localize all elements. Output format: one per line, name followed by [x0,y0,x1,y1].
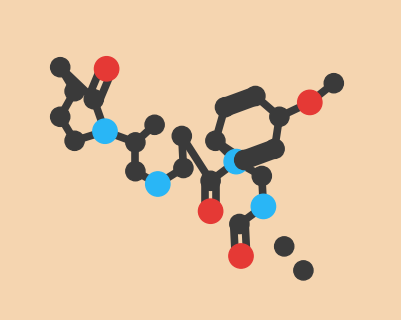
Circle shape [293,261,312,280]
Circle shape [323,74,342,93]
Circle shape [94,57,118,81]
Circle shape [234,150,253,170]
Circle shape [198,199,222,223]
Circle shape [126,162,145,181]
Circle shape [172,126,191,146]
Circle shape [51,58,70,77]
Circle shape [251,166,271,186]
Circle shape [200,171,220,190]
Circle shape [84,90,103,109]
Circle shape [297,90,321,115]
Circle shape [245,86,264,106]
Circle shape [145,115,164,134]
Circle shape [274,237,293,256]
Circle shape [93,119,117,143]
Circle shape [145,172,170,196]
Circle shape [126,133,145,152]
Circle shape [269,107,288,126]
Circle shape [228,244,253,268]
Circle shape [173,158,192,178]
Circle shape [65,131,84,150]
Circle shape [205,131,225,150]
Circle shape [229,214,248,234]
Circle shape [65,82,84,101]
Circle shape [51,107,70,126]
Circle shape [251,194,275,219]
Circle shape [215,98,234,117]
Circle shape [223,149,248,174]
Circle shape [264,139,284,158]
